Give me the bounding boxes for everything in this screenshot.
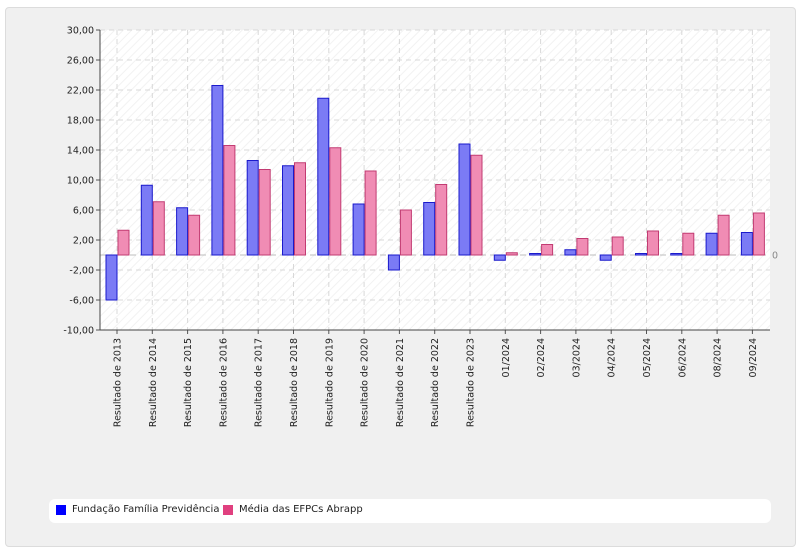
x-tick-label: Resultado de 2015 [183,338,194,427]
y-tick-label: -10,00 [63,326,94,337]
bar-series-2[interactable] [399,209,412,256]
bar-series-2[interactable] [470,154,483,256]
x-tick-label: Resultado de 2016 [218,338,229,427]
x-tick-label: Resultado de 2019 [324,338,335,427]
bar-series-2[interactable] [505,252,518,256]
bar-series-1[interactable] [387,254,400,271]
bar-series-1[interactable] [740,232,753,256]
y-tick-label: -2,00 [69,266,94,277]
bar-series-1[interactable] [635,253,647,256]
y-tick-label: 2,00 [73,236,94,247]
bar-series-1[interactable] [705,232,718,256]
x-tick-label: Resultado de 2021 [395,338,406,427]
x-tick-label: Resultado de 2017 [254,338,265,427]
bar-series-1[interactable] [493,254,506,261]
x-tick-label: Resultado de 2020 [360,338,371,427]
x-tick-label: Resultado de 2023 [466,338,477,427]
x-tick-label: Resultado de 2013 [113,338,124,427]
zero-line-label: 0 [772,251,778,262]
bar-series-1[interactable] [352,203,365,256]
bar-series-2[interactable] [294,162,306,256]
bar-series-2[interactable] [717,214,730,256]
legend-item-series-1[interactable]: Fundação Família Previdência [56,504,219,515]
y-tick-label: 10,00 [67,176,94,187]
x-tick-label: 05/2024 [642,338,653,377]
x-tick-label: 04/2024 [607,338,618,377]
x-tick-label: 01/2024 [501,338,512,377]
x-tick-label: Resultado de 2014 [148,338,159,427]
bar-series-1[interactable] [458,143,471,256]
axis-labels: 30,00 26,00 22,00 18,00 14,00 10,00 6,00 2,00 -2… [63,26,778,428]
x-tick-label: Resultado de 2022 [430,338,441,427]
bar-series-1[interactable] [246,160,259,256]
bar-series-2[interactable] [364,170,377,256]
legend-label-series-2: Média das EFPCs Abrapp [239,504,363,515]
y-tick-label: -6,00 [69,296,94,307]
y-tick-label: 14,00 [67,146,94,157]
bar-series-2[interactable] [576,238,589,256]
x-tick-label: 09/2024 [748,338,759,377]
bar-series-1[interactable] [140,184,153,256]
bar-series-1[interactable] [317,97,330,256]
bar-series-1[interactable] [599,254,612,261]
bar-series-2[interactable] [647,230,659,256]
x-tick-label: 02/2024 [536,338,547,377]
y-tick-label: 6,00 [73,206,94,217]
y-tick-label: 18,00 [67,116,94,127]
y-tick-label: 30,00 [67,26,94,37]
bar-series-2[interactable] [435,184,448,256]
x-tick-label: 08/2024 [713,338,724,377]
bar-series-1[interactable] [529,253,542,256]
x-tick-label: 06/2024 [677,338,688,377]
bar-series-2[interactable] [611,236,624,256]
bar-series-1[interactable] [105,254,118,301]
legend-swatch-series-2 [223,504,233,515]
bar-series-2[interactable] [117,229,130,256]
bar-series-1[interactable] [423,202,436,256]
bar-series-2[interactable] [752,212,765,256]
legend-item-series-2[interactable]: Média das EFPCs Abrapp [223,504,363,515]
bar-series-1[interactable] [176,207,189,256]
legend-label-series-1: Fundação Família Previdência [72,504,220,515]
bars [105,85,765,301]
bar-series-1[interactable] [564,249,577,256]
legend-swatch-series-1 [56,504,66,515]
bar-series-2[interactable] [682,232,695,256]
bar-series-1[interactable] [282,165,294,256]
bar-series-2[interactable] [258,169,271,256]
x-tick-label: 03/2024 [571,338,582,377]
y-tick-label: 22,00 [67,86,94,97]
bar-series-2[interactable] [188,214,201,256]
bar-series-2[interactable] [329,147,342,256]
bar-series-2[interactable] [223,145,236,256]
legend: Fundação Família Previdência Média das E… [49,499,771,523]
x-tick-label: Resultado de 2018 [289,338,300,427]
bar-series-2[interactable] [541,244,554,256]
y-tick-label: 26,00 [67,56,94,67]
bar-series-1[interactable] [670,253,683,256]
bar-series-2[interactable] [152,201,165,256]
bar-series-1[interactable] [211,85,224,256]
axes [96,29,770,334]
